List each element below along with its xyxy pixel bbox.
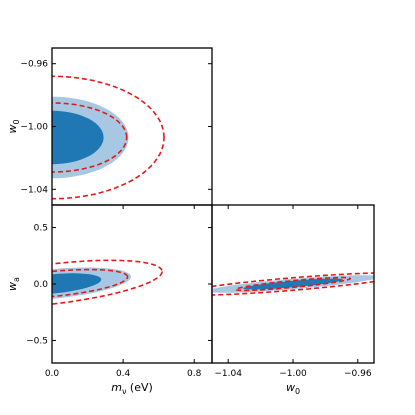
- y-tick-label: 0.5: [34, 224, 48, 234]
- y-tick-label: −1.04: [20, 185, 48, 195]
- panel-w0-vs-mnu: −0.96 −1.00 −1.04 w0: [6, 47, 213, 206]
- dashed-contour-2sigma: [52, 259, 163, 305]
- filled-contour-1sigma: [52, 110, 104, 165]
- panel-wa-vs-mnu: 0.0 0.4 0.8 0.5 0.0 −0.5 wa mν (eV): [6, 204, 213, 396]
- filled-contour-1sigma: [243, 278, 343, 290]
- panel-wa-vs-w0: −1.04 −1.00 −0.96 w0: [211, 204, 375, 396]
- y-tick-label: −0.5: [26, 336, 48, 346]
- dashed-contour-1sigma: [235, 276, 351, 292]
- x-axis-label: w0: [286, 381, 300, 396]
- dashed-contour-1sigma: [52, 268, 129, 298]
- contours-w0-vs-mnu: [52, 75, 165, 200]
- dashed-contour-1sigma: [52, 102, 128, 173]
- y-axis-label: wa: [6, 277, 21, 291]
- contours-wa-vs-w0: [212, 272, 374, 296]
- x-tick-label: 0.8: [187, 369, 202, 379]
- y-tick-label: −1.00: [20, 123, 48, 133]
- x-tick-label: −1.04: [214, 369, 242, 379]
- x-tick-label: −0.96: [344, 369, 372, 379]
- dashed-contour-2sigma: [212, 272, 374, 296]
- x-tick-label: 0.0: [45, 369, 60, 379]
- x-axis-label: mν (eV): [111, 381, 153, 396]
- y-axis-label: w0: [6, 119, 21, 133]
- y-tick-label: 0.0: [34, 280, 49, 290]
- x-tick-label: −1.00: [279, 369, 307, 379]
- contours-wa-vs-mnu: [52, 259, 163, 305]
- dashed-contour-2sigma: [52, 75, 165, 200]
- filled-contour-1sigma: [52, 273, 102, 294]
- y-tick-label: −0.96: [20, 60, 48, 70]
- x-tick-label: 0.4: [116, 369, 131, 379]
